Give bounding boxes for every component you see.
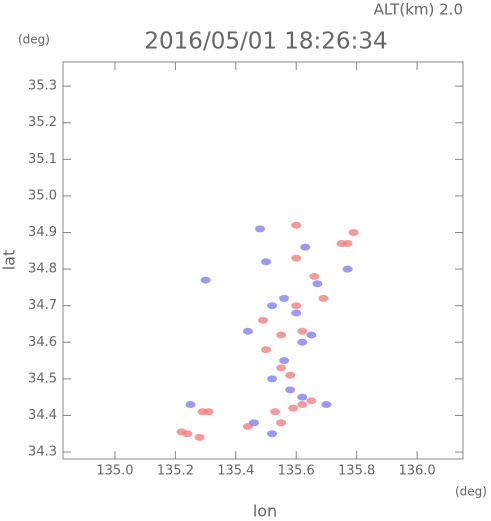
echo-point bbox=[297, 400, 308, 408]
echo-point bbox=[291, 302, 302, 310]
echo-point bbox=[318, 294, 329, 302]
echo-point bbox=[300, 243, 311, 251]
echo-point bbox=[267, 375, 278, 383]
echo-point bbox=[267, 302, 278, 310]
echo-point bbox=[342, 239, 353, 247]
echo-point bbox=[342, 265, 353, 273]
echo-point bbox=[309, 272, 320, 280]
echo-point bbox=[248, 419, 259, 427]
echo-point bbox=[203, 408, 214, 416]
echo-point bbox=[200, 276, 211, 284]
echo-point bbox=[297, 338, 308, 346]
y-unit: (deg) bbox=[18, 33, 50, 47]
echo-point bbox=[291, 221, 302, 229]
echo-point bbox=[242, 327, 253, 335]
echo-point bbox=[279, 294, 290, 302]
echo-point bbox=[276, 364, 287, 372]
altitude: ALT(km) 2.0 bbox=[374, 1, 463, 19]
y-tick-label: 34.4 bbox=[28, 408, 57, 423]
echo-point bbox=[321, 400, 332, 408]
y-tick-label: 35.2 bbox=[28, 115, 57, 130]
y-tick-label: 34.9 bbox=[28, 225, 57, 240]
echo-point bbox=[258, 316, 268, 324]
x-tick-label: 135.0 bbox=[96, 464, 133, 479]
echo-point bbox=[297, 393, 308, 401]
echo-point bbox=[297, 327, 308, 335]
echo-point bbox=[270, 408, 281, 416]
x-tick-label: 135.2 bbox=[157, 464, 194, 479]
y-tick-label: 34.6 bbox=[28, 335, 57, 350]
echo-point bbox=[254, 225, 265, 233]
y-tick-label: 34.3 bbox=[28, 445, 57, 460]
y-tick-label: 34.8 bbox=[28, 262, 57, 277]
echo-point bbox=[276, 331, 287, 339]
plot-frame bbox=[62, 61, 464, 460]
echo-point bbox=[306, 331, 317, 339]
chart-title: 2016/05/01 18:26:34 bbox=[144, 29, 387, 55]
echo-point bbox=[185, 400, 196, 408]
y-tick-label: 35.3 bbox=[28, 79, 57, 94]
x-tick-label: 135.4 bbox=[217, 464, 254, 479]
y-tick-label: 34.5 bbox=[28, 371, 57, 386]
echo-point bbox=[312, 280, 323, 288]
x-unit: (deg) bbox=[455, 485, 487, 499]
x-tick-label: 135.8 bbox=[338, 464, 375, 479]
echo-point bbox=[276, 419, 287, 427]
echo-point bbox=[285, 371, 296, 379]
x-tick-label: 135.6 bbox=[278, 464, 315, 479]
echo-point bbox=[267, 430, 278, 438]
echo-point bbox=[261, 258, 272, 266]
x-axis-label: lon bbox=[253, 502, 277, 521]
echo-point bbox=[291, 254, 302, 262]
echo-point bbox=[291, 309, 302, 317]
y-tick-label: 35.1 bbox=[28, 152, 57, 167]
echo-point bbox=[182, 430, 193, 438]
x-tick-label: 136.0 bbox=[398, 464, 435, 479]
echo-point bbox=[306, 397, 317, 405]
y-axis-label: lat bbox=[0, 250, 19, 271]
echo-point bbox=[348, 229, 359, 237]
echo-point bbox=[279, 357, 290, 365]
echo-point bbox=[285, 386, 296, 394]
echo-point bbox=[261, 346, 272, 354]
y-tick-label: 34.7 bbox=[28, 298, 57, 313]
y-tick-label: 35.0 bbox=[28, 188, 57, 203]
echo-point bbox=[194, 433, 205, 441]
echo-point bbox=[288, 404, 299, 412]
